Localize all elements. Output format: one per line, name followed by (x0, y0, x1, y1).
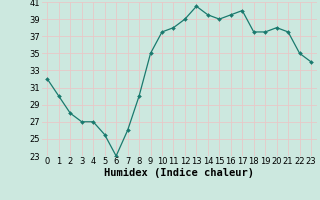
X-axis label: Humidex (Indice chaleur): Humidex (Indice chaleur) (104, 168, 254, 178)
